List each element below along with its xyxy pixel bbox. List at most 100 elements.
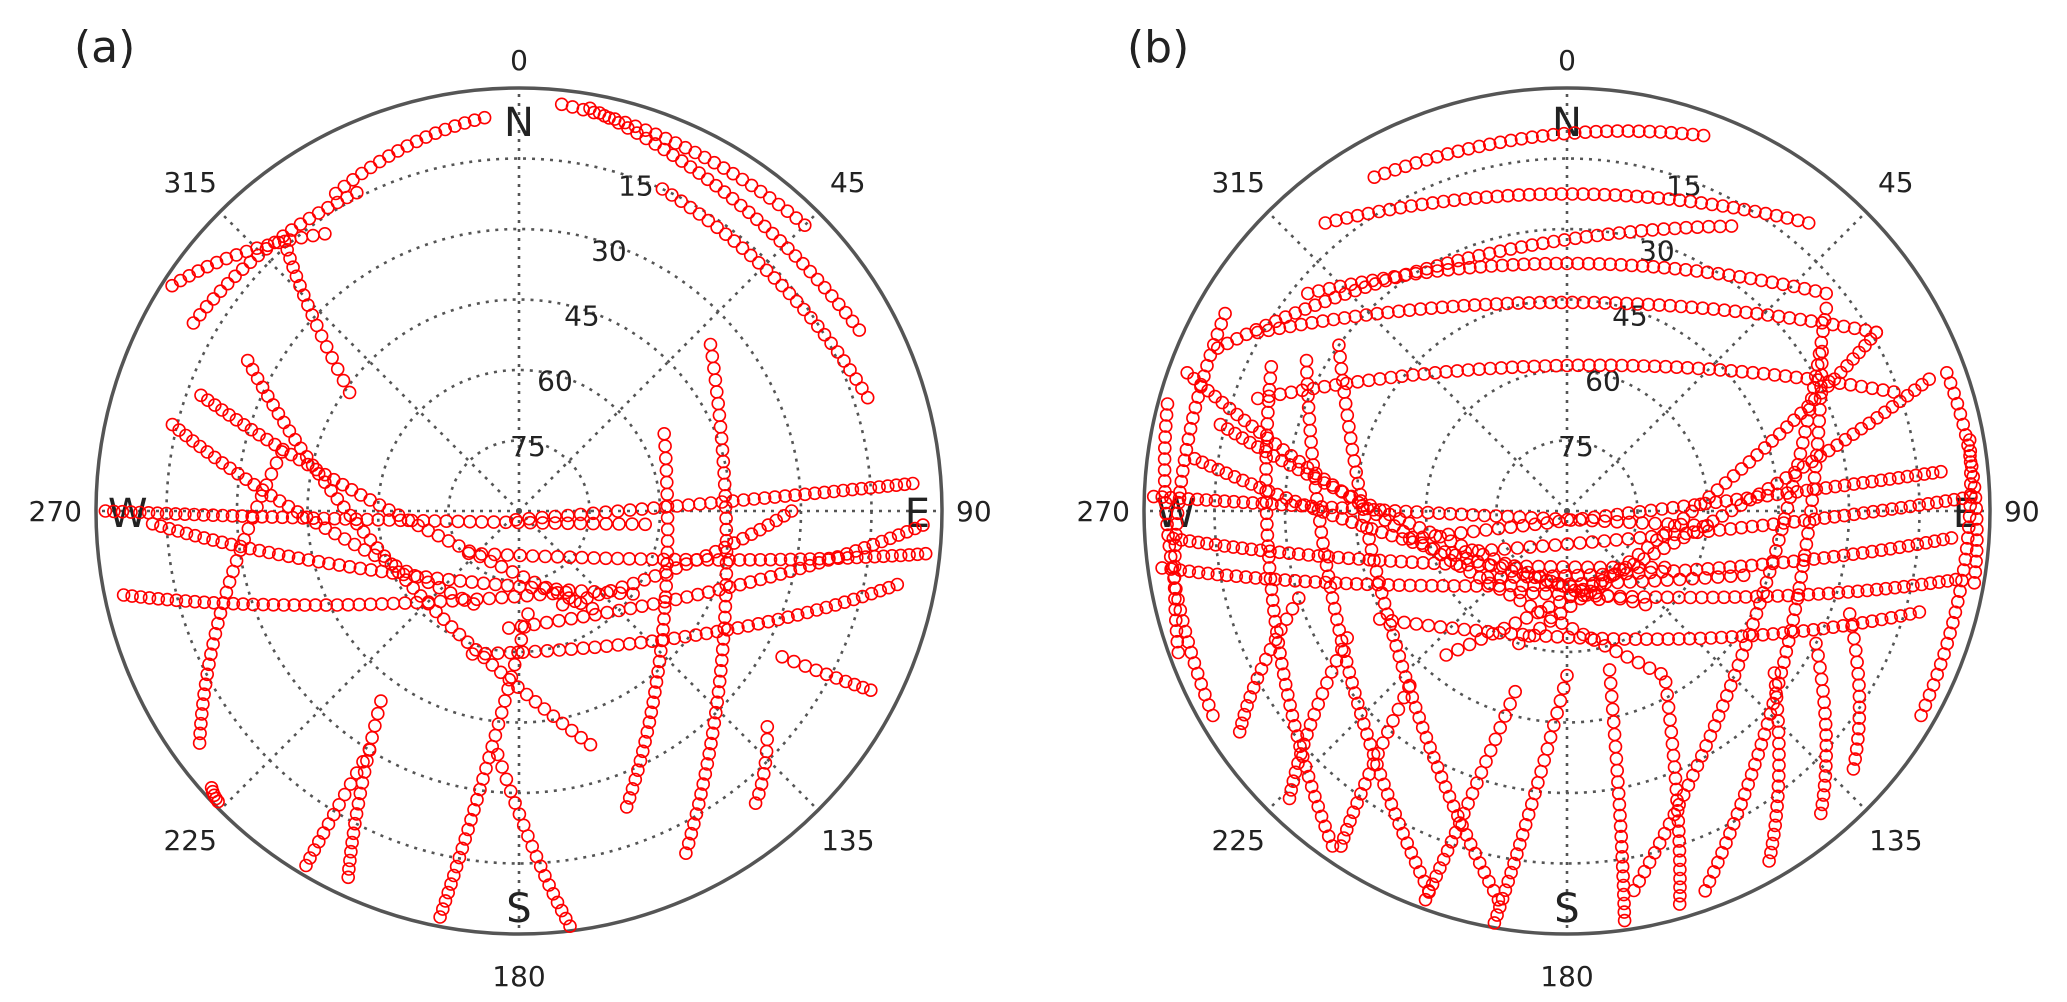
satellite-point bbox=[1772, 747, 1786, 762]
satellite-point bbox=[171, 524, 185, 538]
satellite-point bbox=[1545, 569, 1560, 584]
satellite-point bbox=[1469, 579, 1484, 593]
satellite-point bbox=[1955, 573, 1969, 588]
satellite-point bbox=[275, 510, 290, 525]
satellite-point bbox=[1796, 435, 1810, 450]
satellite-point bbox=[1504, 133, 1518, 148]
satellite-point bbox=[1450, 364, 1464, 378]
satellite-point bbox=[635, 744, 650, 759]
satellite-point bbox=[1800, 413, 1815, 428]
satellite-point bbox=[208, 626, 223, 641]
satellite-point bbox=[259, 242, 274, 256]
satellite-point bbox=[1797, 281, 1812, 296]
satellite-point bbox=[1674, 299, 1688, 314]
satellite-point bbox=[1587, 633, 1601, 647]
satellite-point bbox=[1817, 695, 1831, 710]
satellite-point bbox=[494, 705, 509, 720]
satellite-point bbox=[1383, 202, 1397, 217]
satellite-point bbox=[1706, 302, 1721, 316]
satellite-point bbox=[1350, 208, 1365, 223]
satellite-point bbox=[370, 541, 385, 555]
satellite-point bbox=[713, 663, 728, 678]
satellite-point bbox=[845, 314, 860, 329]
satellite-point bbox=[659, 463, 674, 478]
azimuth-tick-label: 135 bbox=[821, 824, 874, 857]
satellite-point bbox=[657, 612, 671, 626]
satellite-point bbox=[1771, 789, 1785, 804]
satellite-point bbox=[1650, 533, 1664, 548]
satellite-point bbox=[1962, 520, 1976, 535]
satellite-point bbox=[1498, 556, 1512, 571]
satellite-point bbox=[1608, 188, 1623, 202]
satellite-point bbox=[115, 504, 130, 519]
satellite-point bbox=[142, 591, 157, 605]
satellite-point bbox=[1227, 469, 1242, 484]
satellite-point bbox=[659, 568, 674, 582]
satellite-point bbox=[558, 911, 573, 926]
satellite-point bbox=[463, 514, 477, 529]
satellite-point bbox=[1495, 258, 1509, 273]
satellite-point bbox=[793, 561, 807, 576]
satellite-point bbox=[421, 575, 436, 590]
satellite-point bbox=[1294, 317, 1308, 332]
satellite-point bbox=[1969, 501, 1983, 516]
satellite-point bbox=[1395, 369, 1409, 384]
elevation-tick-label: 60 bbox=[537, 365, 573, 398]
satellite-point bbox=[622, 791, 637, 805]
satellite-point bbox=[1259, 462, 1273, 476]
satellite-point bbox=[1768, 678, 1783, 693]
satellite-point bbox=[1333, 350, 1347, 364]
satellite-point bbox=[1891, 470, 1906, 485]
satellite-point bbox=[1537, 753, 1551, 768]
satellite-point bbox=[1969, 554, 1983, 569]
satellite-point bbox=[1837, 478, 1852, 493]
azimuth-spoke bbox=[1566, 210, 1868, 512]
azimuth-tick-label: 225 bbox=[1211, 824, 1264, 857]
satellite-point bbox=[330, 362, 345, 376]
satellite-point bbox=[1936, 532, 1950, 547]
satellite-point bbox=[562, 591, 576, 605]
satellite-point bbox=[322, 556, 336, 571]
satellite-point bbox=[162, 521, 177, 536]
satellite-point bbox=[1245, 419, 1259, 434]
satellite-point bbox=[583, 737, 598, 752]
satellite-point bbox=[525, 549, 540, 563]
satellite-point bbox=[1854, 379, 1869, 394]
satellite-point bbox=[657, 426, 672, 441]
satellite-point bbox=[831, 297, 846, 312]
satellite-point bbox=[1700, 265, 1715, 280]
satellite-point bbox=[458, 832, 473, 846]
satellite-point bbox=[640, 725, 655, 739]
satellite-point bbox=[1612, 562, 1627, 577]
satellite-point bbox=[1676, 511, 1691, 526]
satellite-point bbox=[1696, 128, 1711, 143]
satellite-point bbox=[735, 241, 750, 255]
satellite-point bbox=[836, 483, 851, 498]
satellite-point bbox=[1298, 574, 1312, 589]
satellite-point bbox=[1609, 644, 1623, 659]
satellite-point bbox=[539, 580, 553, 595]
satellite-point bbox=[817, 327, 832, 342]
satellite-point bbox=[1626, 358, 1640, 373]
satellite-point bbox=[658, 590, 673, 605]
satellite-point bbox=[1169, 517, 1184, 531]
satellite-point bbox=[1409, 617, 1424, 631]
satellite-point bbox=[1217, 539, 1232, 553]
satellite-point bbox=[760, 732, 775, 747]
satellite-point bbox=[519, 687, 534, 702]
satellite-point bbox=[1777, 655, 1791, 670]
satellite-point bbox=[371, 512, 386, 527]
satellite-point bbox=[1655, 502, 1669, 516]
satellite-point bbox=[1673, 862, 1687, 877]
satellite-point bbox=[145, 516, 160, 531]
satellite-point bbox=[1288, 573, 1302, 588]
satellite-point bbox=[1613, 819, 1628, 834]
satellite-point bbox=[500, 548, 515, 562]
satellite-point bbox=[1813, 660, 1827, 675]
satellite-point bbox=[1543, 295, 1558, 310]
satellite-point bbox=[194, 716, 208, 731]
satellite-point bbox=[857, 540, 872, 555]
satellite-point bbox=[1787, 514, 1801, 529]
satellite-point bbox=[1493, 244, 1507, 258]
satellite-point bbox=[1856, 506, 1871, 520]
